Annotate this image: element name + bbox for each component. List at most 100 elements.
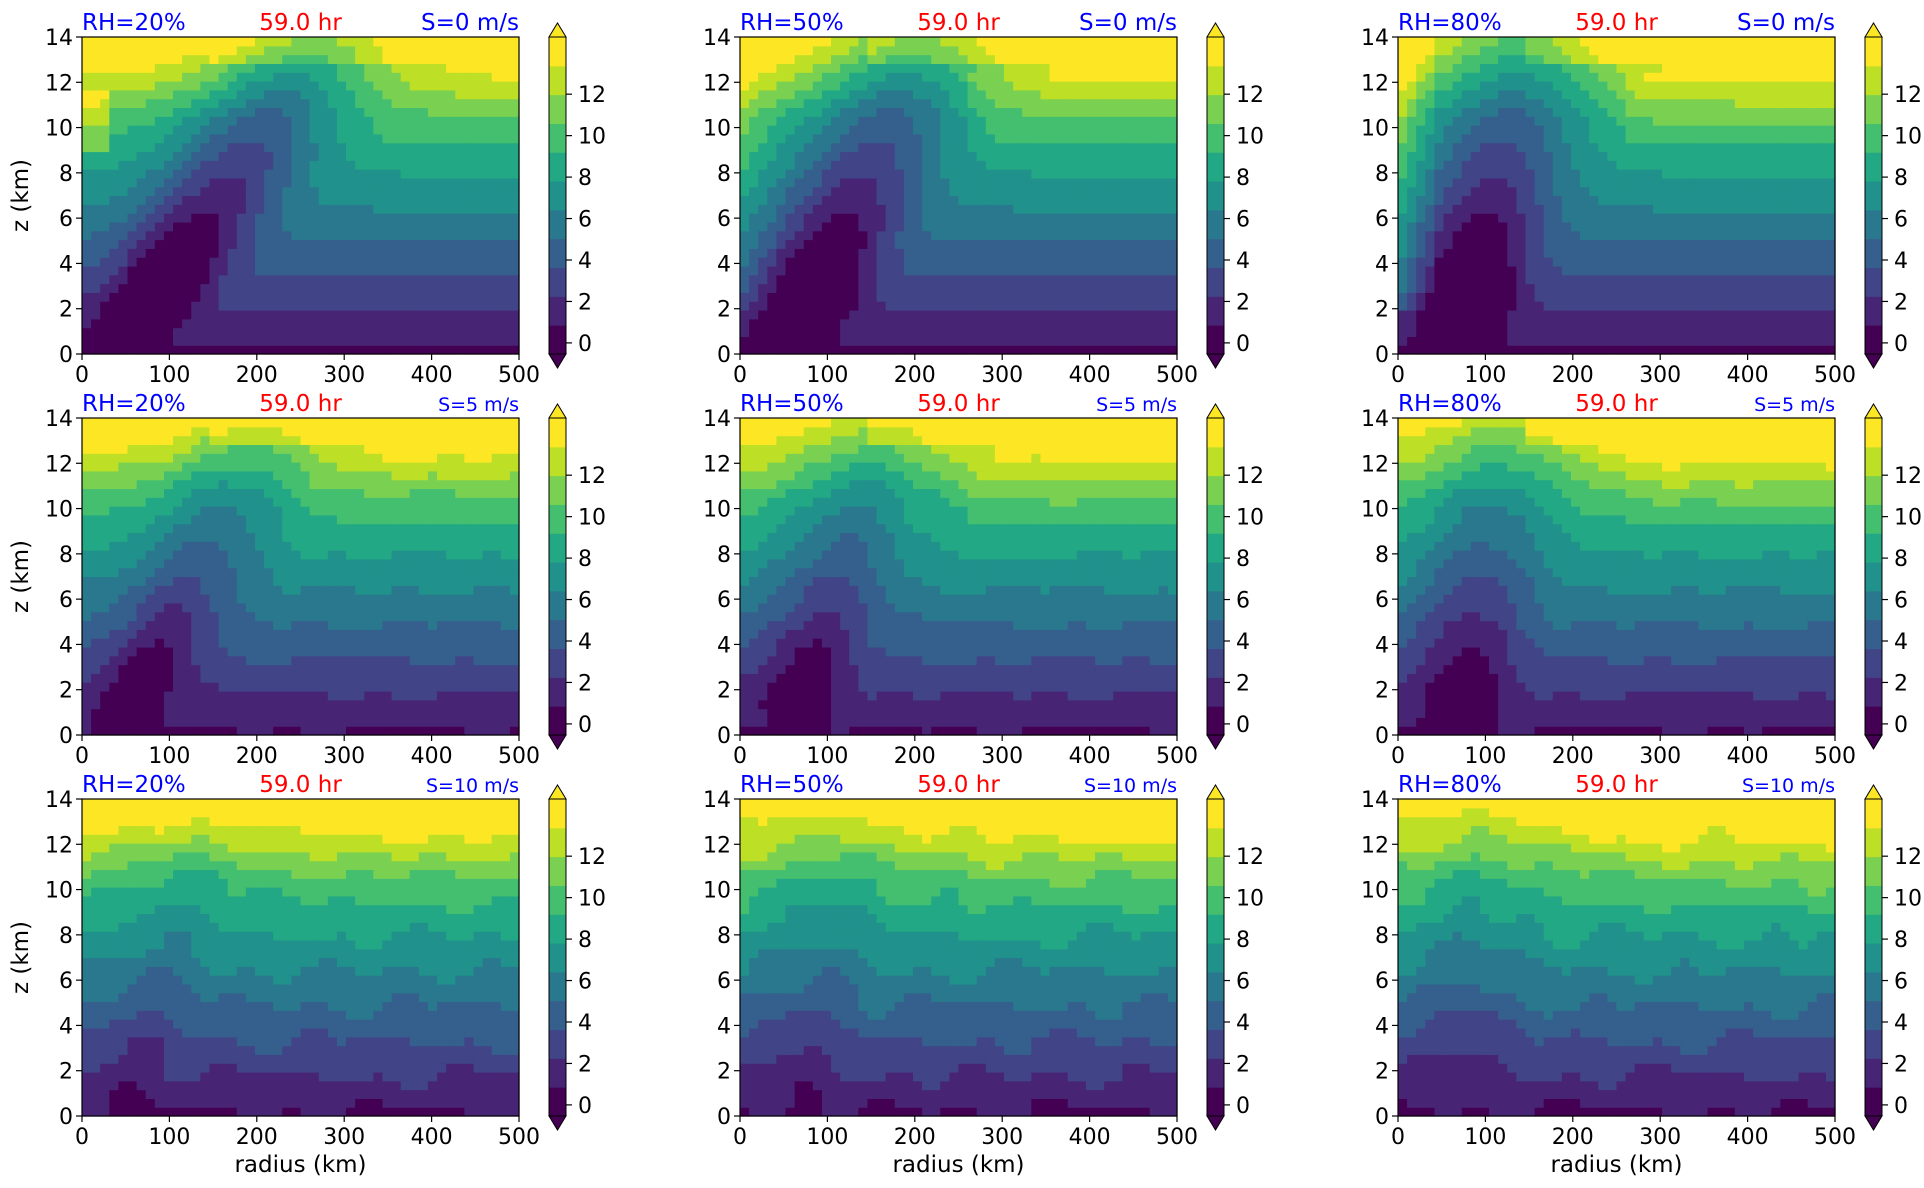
heatmap-cell [1507, 186, 1517, 197]
heatmap-cell [1122, 116, 1133, 126]
heatmap-cell [1707, 81, 1718, 91]
heatmap-cell [840, 301, 850, 311]
heatmap-cell [1561, 107, 1572, 117]
heatmap-cell [254, 283, 265, 293]
heatmap-cell [1643, 301, 1654, 311]
heatmap-cell [1058, 274, 1069, 285]
heatmap-cell [858, 151, 869, 161]
heatmap-cell [446, 309, 456, 320]
heatmap-cell [912, 177, 923, 188]
heatmap-cell [200, 327, 211, 337]
heatmap-cell [1149, 63, 1160, 73]
heatmap-cell [1049, 177, 1060, 188]
heatmap-cell [1470, 72, 1481, 82]
heatmap-cell [1434, 230, 1445, 241]
heatmap-cell [931, 151, 941, 161]
heatmap-cell [373, 239, 384, 249]
heatmap-cell [1122, 301, 1133, 311]
heatmap-cell [840, 318, 850, 329]
heatmap-cell [91, 239, 101, 249]
heatmap-cell [1625, 133, 1636, 144]
heatmap-cell [785, 195, 796, 205]
heatmap-cell [300, 195, 311, 205]
heatmap-cell [1489, 169, 1499, 179]
heatmap-cell [940, 54, 950, 65]
heatmap-cell [958, 81, 969, 91]
heatmap-cell [391, 125, 402, 135]
heatmap-cell [309, 195, 320, 205]
heatmap-cell [867, 169, 878, 179]
heatmap-cell [291, 265, 302, 276]
heatmap-cell [785, 142, 796, 153]
heatmap-cell [1049, 45, 1060, 56]
heatmap-cell [1534, 274, 1545, 285]
heatmap-cell [1452, 265, 1463, 276]
heatmap-cell [912, 107, 923, 117]
heatmap-cell [958, 45, 969, 56]
heatmap-cell [100, 125, 110, 135]
heatmap-cell [355, 81, 365, 91]
heatmap-cell [1489, 125, 1499, 135]
heatmap-cell [1031, 336, 1042, 346]
heatmap-cell [418, 265, 429, 276]
heatmap-cell [446, 204, 456, 214]
heatmap-cell [364, 230, 374, 241]
heatmap-cell [1498, 248, 1508, 258]
heatmap-cell [509, 169, 520, 179]
heatmap-cell [109, 169, 120, 179]
heatmap-cell [373, 116, 384, 126]
heatmap-cell [473, 230, 484, 241]
heatmap-cell [1561, 345, 1572, 355]
heatmap-cell [1634, 309, 1645, 320]
heatmap-cell [1040, 248, 1051, 258]
heatmap-cell [985, 81, 996, 91]
heatmap-cell [464, 309, 475, 320]
heatmap-cell [245, 63, 256, 73]
heatmap-cell [849, 221, 859, 232]
heatmap-cell [1407, 177, 1417, 188]
heatmap-cell [482, 318, 493, 329]
heatmap-cell [794, 265, 805, 276]
heatmap-cell [500, 301, 511, 311]
heatmap-cell [767, 125, 778, 135]
heatmap-cell [1470, 283, 1481, 293]
heatmap-cell [1652, 239, 1663, 249]
heatmap-cell [1580, 116, 1590, 126]
heatmap-cell [1743, 257, 1754, 267]
heatmap-cell [867, 239, 878, 249]
heatmap-cell [245, 98, 256, 109]
heatmap-cell [949, 63, 960, 73]
heatmap-cell [127, 133, 138, 144]
heatmap-cell [812, 151, 823, 161]
heatmap-cell [1461, 318, 1472, 329]
heatmap-cell [182, 195, 192, 205]
heatmap-cell [346, 54, 356, 65]
heatmap-cell [776, 133, 787, 144]
heatmap-cell [885, 89, 896, 100]
heatmap-cell [1671, 63, 1681, 73]
heatmap-cell [1643, 257, 1654, 267]
heatmap-cell [418, 89, 429, 100]
heatmap-cell [1104, 107, 1114, 117]
heatmap-cell [1662, 54, 1672, 65]
heatmap-cell [391, 318, 402, 329]
heatmap-cell [867, 37, 878, 47]
heatmap-cell [1167, 318, 1178, 329]
heatmap-cell [446, 98, 456, 109]
heatmap-cell [391, 274, 402, 285]
heatmap-cell [821, 283, 832, 293]
heatmap-cell [967, 204, 978, 214]
heatmap-cell [1516, 89, 1527, 100]
heatmap-cell [236, 265, 247, 276]
heatmap-cell [1013, 169, 1023, 179]
heatmap-cell [327, 257, 338, 267]
heatmap-cell [967, 213, 978, 223]
heatmap-cell [1095, 257, 1105, 267]
heatmap-cell [1031, 151, 1042, 161]
heatmap-cell [1598, 318, 1608, 329]
heatmap-cell [1095, 169, 1105, 179]
heatmap-cell [858, 142, 869, 153]
heatmap-cell [482, 327, 493, 337]
heatmap-cell [740, 274, 750, 285]
heatmap-cell [1580, 107, 1590, 117]
